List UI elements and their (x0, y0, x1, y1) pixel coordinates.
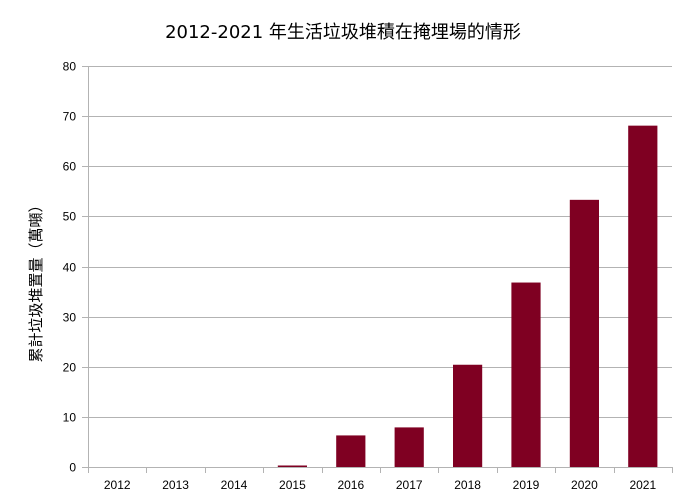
chart-title: 2012-2021 年生活垃圾堆積在掩埋場的情形 (165, 22, 521, 43)
x-tick-label-2014: 2014 (221, 478, 248, 492)
y-tick-label-40: 40 (63, 261, 77, 275)
x-tick-label-2012: 2012 (104, 478, 131, 492)
x-tick-label-2015: 2015 (279, 478, 306, 492)
x-tick-label-2017: 2017 (396, 478, 423, 492)
bar-2020 (569, 199, 599, 468)
y-tick-label-70: 70 (63, 110, 77, 124)
bar-2021 (628, 125, 658, 468)
gridlines (82, 66, 672, 468)
bar-2017 (394, 427, 424, 467)
y-tick-label-60: 60 (63, 160, 77, 174)
y-tick-label-50: 50 (63, 210, 77, 224)
x-tick-label-2016: 2016 (337, 478, 364, 492)
bar-2016 (336, 435, 366, 467)
y-tick-labels: 0 10 20 30 40 50 60 70 80 (63, 60, 77, 475)
bar-2019 (511, 282, 541, 467)
bar-2018 (453, 364, 483, 467)
y-tick-label-0: 0 (69, 461, 76, 475)
x-tick-label-2020: 2020 (571, 478, 598, 492)
x-tick-label-2021: 2021 (629, 478, 656, 492)
bars (277, 125, 658, 468)
y-tick-label-10: 10 (63, 411, 77, 425)
bar-2015 (277, 465, 307, 467)
y-axis-label: 累計垃圾堆置量（萬噸） (27, 197, 45, 362)
y-tick-label-20: 20 (63, 361, 77, 375)
x-tick-label-2019: 2019 (513, 478, 540, 492)
x-tick-labels: 2012 2013 2014 2015 2016 2017 2018 2019 2020 2021 (104, 478, 657, 492)
axes (82, 66, 673, 473)
y-tick-label-80: 80 (63, 60, 77, 74)
x-tick-label-2013: 2013 (162, 478, 189, 492)
y-tick-label-30: 30 (63, 311, 77, 325)
x-tick-label-2018: 2018 (454, 478, 481, 492)
